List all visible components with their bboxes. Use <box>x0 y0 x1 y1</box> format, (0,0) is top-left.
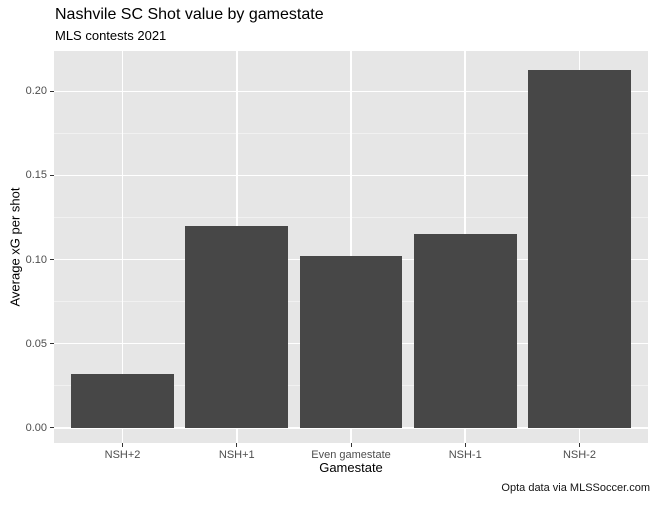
x-tick-mark <box>122 443 124 447</box>
x-tick-mark <box>578 443 580 447</box>
plot-panel <box>54 51 648 443</box>
x-tick-label: NSH+2 <box>104 449 141 461</box>
y-tick-mark <box>50 90 54 92</box>
x-tick-label: NSH-2 <box>562 449 596 461</box>
bar-NSH-2 <box>528 69 631 428</box>
y-tick-label: 0.20 <box>25 85 47 98</box>
y-tick-label: 0.15 <box>25 169 47 182</box>
y-tick-mark <box>50 343 54 345</box>
bar-NSH+2 <box>71 374 174 428</box>
chart-title: Nashvile SC Shot value by gamestate <box>55 6 324 23</box>
bar-Even gamestate <box>299 256 403 428</box>
x-tick-label: Even gamestate <box>311 449 391 461</box>
y-tick-label: 0.00 <box>25 421 47 434</box>
y-tick-mark <box>50 427 54 429</box>
y-tick-mark <box>50 259 54 261</box>
gridline-major <box>350 51 352 443</box>
y-tick-label: 0.10 <box>25 253 47 266</box>
y-axis-title: Average xG per shot <box>7 187 23 307</box>
chart-caption: Opta data via MLSSoccer.com <box>501 482 650 494</box>
x-tick-label: NSH-1 <box>448 449 482 461</box>
bar-NSH+1 <box>185 225 289 428</box>
x-tick-mark <box>464 443 466 447</box>
x-axis-title: Gamestate <box>319 460 383 475</box>
chart-subtitle: MLS contests 2021 <box>55 28 167 43</box>
bar-NSH-1 <box>413 234 517 428</box>
y-tick-mark <box>50 174 54 176</box>
gridline-major <box>121 51 124 443</box>
x-tick-mark <box>236 443 238 447</box>
x-tick-label: NSH+1 <box>218 449 255 461</box>
y-tick-label: 0.05 <box>25 337 47 350</box>
x-tick-mark <box>350 443 352 447</box>
